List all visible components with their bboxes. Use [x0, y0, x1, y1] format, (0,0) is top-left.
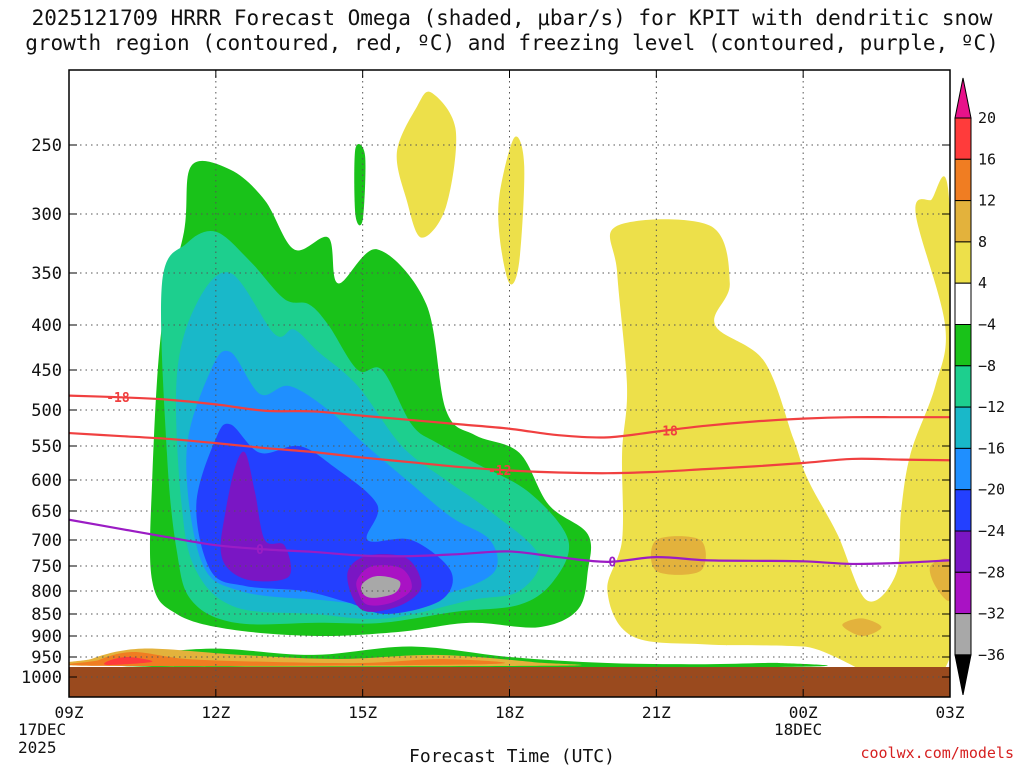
colorbar-label: 20	[978, 109, 996, 127]
y-tick-label: 450	[31, 361, 62, 381]
colorbar-swatch-2	[954, 158, 972, 202]
y-tick-label: 550	[31, 437, 62, 457]
x-tick-label: 09Z	[55, 703, 84, 722]
colorbar-label: 16	[978, 150, 996, 168]
colorbar-label: 4	[978, 274, 987, 292]
contour-line-0	[69, 394, 950, 439]
x-tick-label: 12Z	[201, 703, 230, 722]
y-tick-label: 700	[31, 531, 62, 551]
credit-label: coolwx.com/models	[860, 744, 1014, 762]
x-tick-label: 00Z	[789, 703, 818, 722]
colorbar-arrow-bottom	[954, 654, 972, 695]
x-tick-label: 21Z	[642, 703, 671, 722]
colorbar-label: −16	[978, 439, 1005, 457]
contour-line-2	[69, 518, 950, 566]
temperature-contours: -18 -18 -12 0 0	[69, 391, 950, 570]
y-tick-label: 400	[31, 316, 62, 336]
omega-region-11	[396, 91, 457, 238]
omega-region-10	[361, 575, 401, 598]
x-axis-label: Forecast Time (UTC)	[409, 746, 615, 767]
contour-line-1	[69, 431, 950, 475]
contour-label: -12	[488, 464, 511, 479]
omega-region-18	[69, 651, 505, 667]
colorbar-label: −36	[978, 646, 1005, 664]
y-tick-label: 950	[31, 648, 62, 668]
colorbar-swatch-5	[954, 282, 972, 326]
colorbar-swatch-10	[954, 489, 972, 532]
colorbar: 20 16 12 8 4 −4 −8 −12 −16 −20 −24 −28 −32 −36	[954, 77, 1005, 695]
omega-shading	[69, 91, 950, 687]
omega-region-15	[842, 618, 882, 637]
y-tick-label: 650	[31, 502, 62, 522]
contour-label: -18	[654, 424, 678, 439]
y-tick-label: 900	[31, 627, 62, 647]
colorbar-label: 8	[978, 233, 987, 251]
colorbar-label: −32	[978, 605, 1005, 623]
y-tick-label: 1000	[21, 668, 62, 688]
omega-region-16	[929, 558, 950, 602]
y-tick-label: 800	[31, 582, 62, 602]
y-tick-label: 350	[31, 264, 62, 284]
y-tick-label: 300	[31, 205, 62, 225]
colorbar-swatch-11	[954, 530, 972, 573]
colorbar-label: −8	[978, 357, 996, 375]
omega-region-19	[104, 656, 153, 666]
x-axis: 09Z 12Z 15Z 18Z 21Z 00Z 03Z	[55, 70, 965, 722]
colorbar-swatch-13	[954, 613, 972, 656]
colorbar-swatch-8	[954, 406, 972, 449]
colorbar-label: −24	[978, 522, 1005, 540]
contour-label: -18	[106, 391, 130, 406]
y-tick-label: 600	[31, 471, 62, 491]
omega-region-12	[498, 136, 525, 285]
y-axis: 2503003504004505005506006507007508008509…	[21, 136, 950, 688]
grid-lines	[68, 70, 951, 697]
colorbar-swatch-1	[954, 117, 972, 160]
colorbar-swatch-3	[954, 200, 972, 243]
colorbar-swatch-6	[954, 324, 972, 367]
colorbar-swatch-7	[954, 365, 972, 408]
colorbar-swatch-4	[954, 241, 972, 284]
y-tick-label: 500	[31, 401, 62, 421]
start-date-label: 17DEC	[18, 720, 67, 739]
start-year-label: 2025	[18, 738, 57, 757]
colorbar-label: −4	[978, 316, 996, 334]
next-date-label: 18DEC	[774, 720, 823, 739]
contour-label: 0	[608, 555, 616, 570]
omega-region-14	[650, 536, 706, 575]
x-tick-label: 03Z	[936, 703, 965, 722]
colorbar-label: −12	[978, 398, 1005, 416]
colorbar-arrow-top	[954, 77, 972, 119]
x-tick-label: 18Z	[495, 703, 524, 722]
colorbar-label: −28	[978, 563, 1005, 581]
colorbar-swatch-9	[954, 447, 972, 491]
colorbar-swatch-12	[954, 571, 972, 615]
y-tick-label: 750	[31, 557, 62, 577]
colorbar-label: −20	[978, 481, 1005, 499]
chart-title: 2025121709 HRRR Forecast Omega (shaded, …	[25, 6, 999, 55]
colorbar-label: 12	[978, 192, 996, 210]
y-tick-label: 850	[31, 605, 62, 625]
contour-label: 0	[256, 543, 264, 558]
y-tick-label: 250	[31, 136, 62, 156]
x-tick-label: 15Z	[348, 703, 377, 722]
